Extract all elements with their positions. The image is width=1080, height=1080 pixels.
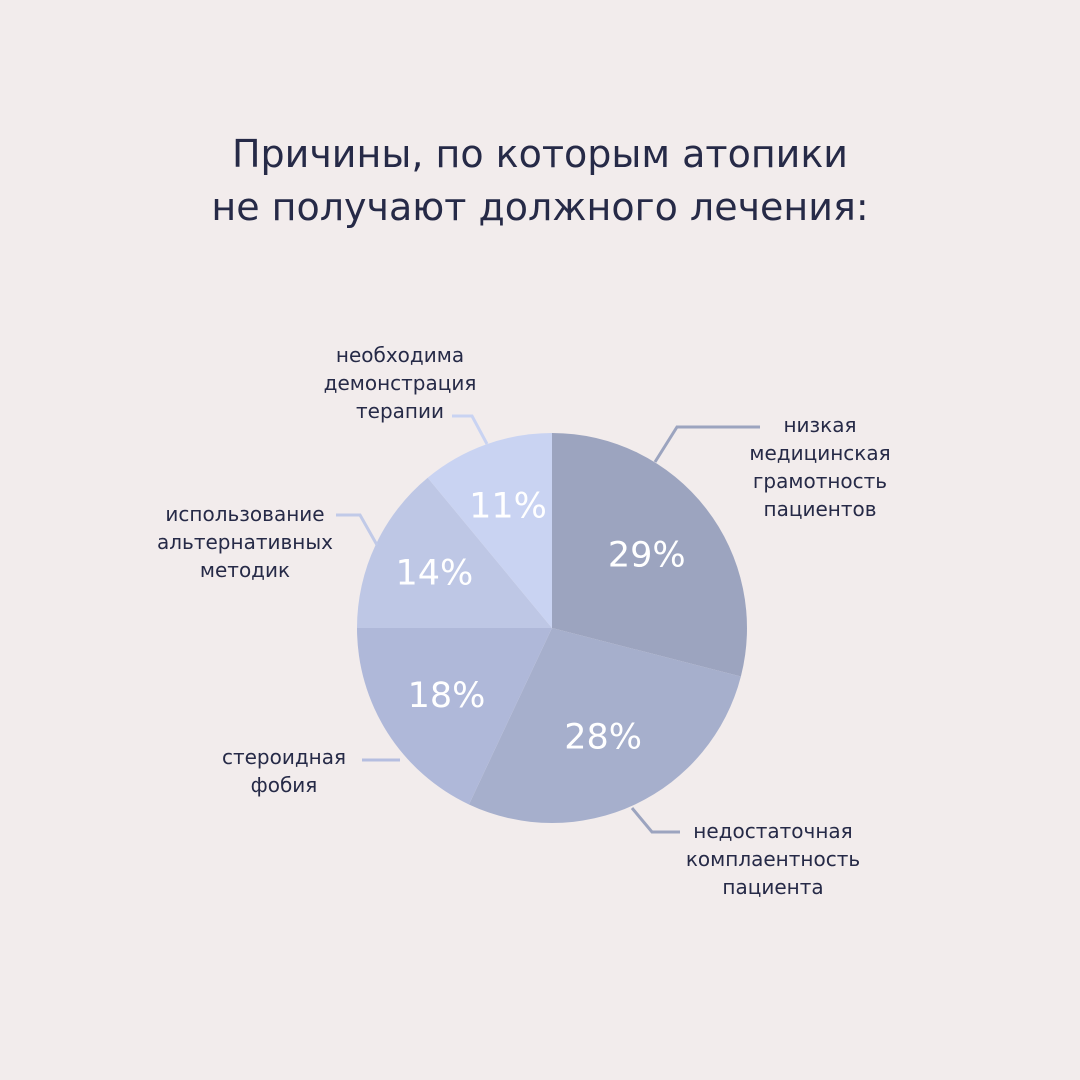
slice-category-label-line: медицинская [749,441,890,465]
leader-line-2 [630,807,680,834]
slice-category-label-4: использование альтернативных методик [157,502,333,582]
pie-slices [357,433,747,823]
slice-value-label-4: 14% [396,554,474,594]
slice-value-labels: 29% 28% 18% 14% 11% [396,487,686,758]
slice-value-label-3: 18% [408,676,486,716]
slice-category-label-line: необходима [336,343,464,367]
chart-title-line-2: не получают должного лечения: [211,185,869,229]
slice-category-label-1: низкая медицинская грамотность пациентов [749,413,890,521]
slice-category-label-line: фобия [251,773,318,797]
leader-line-4 [336,513,379,546]
chart-title-line-1: Причины, по которым атопики [231,132,849,176]
slice-category-label-3: стероидная фобия [222,745,346,797]
slice-category-label-line: стероидная [222,745,346,769]
slice-category-label-2: недостаточная комплаентность пациента [686,819,860,899]
chart-title: Причины, по которым атопики не получают … [0,128,1080,234]
pie-slice-1 [552,433,747,677]
slice-category-label-line: недостаточная [693,819,852,843]
leader-line-1 [653,425,760,463]
slice-value-label-1: 29% [608,536,686,576]
slice-category-label-line: пациента [722,875,823,899]
slice-category-label-line: комплаентность [686,847,860,871]
pie-slice-4 [357,477,552,628]
slice-category-label-line: методик [200,558,290,582]
slice-category-label-line: демонстрация [324,371,477,395]
slice-category-label-5: необходима демонстрация терапии [324,343,477,423]
slice-value-label-2: 28% [564,718,642,758]
slice-category-label-line: терапии [356,399,444,423]
slice-value-label-5: 11% [469,487,547,527]
pie-slice-5 [427,433,552,628]
slice-category-labels: низкая медицинская грамотность пациентов нед… [157,343,891,899]
leader-lines [336,414,760,834]
pie-slice-2 [468,628,741,823]
slice-category-label-line: грамотность [753,469,887,493]
leader-line-5 [452,414,489,445]
slice-category-label-line: пациентов [764,497,877,521]
slice-category-label-line: низкая [783,413,856,437]
pie-slice-3 [357,628,552,805]
slice-category-label-line: использование [165,502,324,526]
slice-category-label-line: альтернативных [157,530,333,554]
